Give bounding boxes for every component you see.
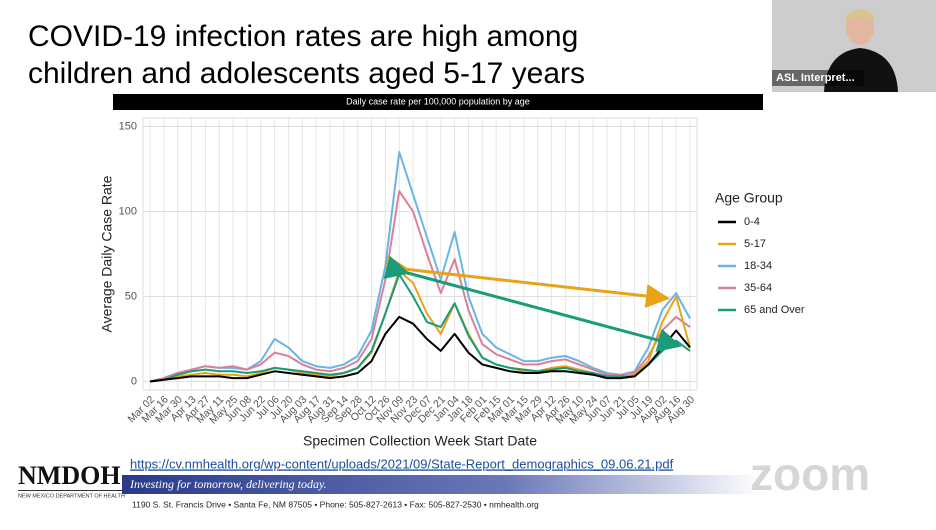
y-tick-label: 150 xyxy=(119,120,137,132)
x-axis-label: Specimen Collection Week Start Date xyxy=(303,433,537,449)
person-head xyxy=(846,11,874,45)
legend-title: Age Group xyxy=(715,190,783,206)
chart-header-bg xyxy=(113,94,763,110)
source-link[interactable]: https://cv.nmhealth.org/wp-content/uploa… xyxy=(130,456,674,471)
logo-subtitle: NEW MEXICO DEPARTMENT OF HEALTH xyxy=(18,493,125,499)
legend-label: 18-34 xyxy=(744,260,772,272)
participant-name: ASL Interpret... xyxy=(776,72,855,84)
annotation-arrow xyxy=(383,255,682,352)
y-tick-label: 100 xyxy=(119,205,137,217)
slide-title: COVID-19 infection rates are high among xyxy=(28,20,578,53)
slide-title: children and adolescents aged 5-17 years xyxy=(28,57,585,90)
series-line xyxy=(149,190,691,383)
logo: NMDOH xyxy=(18,461,121,490)
legend-label: 65 and Over xyxy=(744,304,805,316)
legend-label: 0-4 xyxy=(744,216,760,228)
video-tile[interactable]: ASL Interpret... xyxy=(772,0,936,92)
zoom-watermark: zoom xyxy=(750,448,870,500)
person-hair xyxy=(846,9,874,22)
name-bg xyxy=(772,70,864,86)
y-tick-label: 0 xyxy=(131,375,137,387)
y-axis-label: Average Daily Case Rate xyxy=(99,175,115,332)
logo-rule xyxy=(18,490,128,491)
tagline-bar xyxy=(122,475,762,494)
legend-label: 35-64 xyxy=(744,282,772,294)
address: 1190 S. St. Francis Drive • Santa Fe, NM… xyxy=(132,499,539,509)
legend-label: 5-17 xyxy=(744,238,766,250)
plot-area xyxy=(142,117,698,391)
tagline: Investing for tomorrow, delivering today… xyxy=(129,477,327,491)
legend: 0-4 5-17 18-34 35-64 65 and Over xyxy=(718,216,805,316)
chart-header: Daily case rate per 100,000 population b… xyxy=(346,96,530,106)
y-tick-label: 50 xyxy=(125,290,137,302)
